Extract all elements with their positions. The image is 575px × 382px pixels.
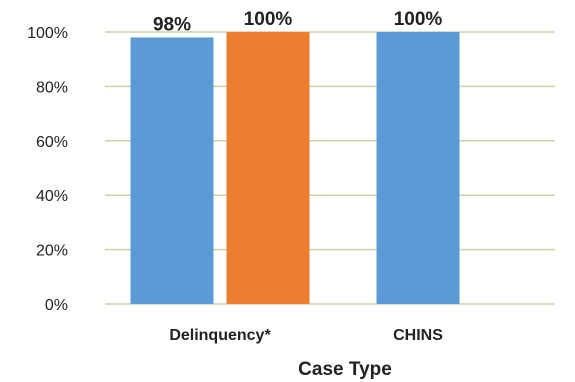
data-labels: 98% 100% 100% — [153, 9, 442, 35]
bar — [130, 37, 214, 304]
data-label: 98% — [153, 14, 191, 35]
data-label: 100% — [394, 9, 443, 30]
y-tick-label: 0% — [45, 297, 68, 314]
y-axis-ticks: 0% 20% 40% 60% 80% 100% — [27, 25, 68, 314]
bars — [130, 32, 460, 304]
data-label: 100% — [244, 9, 293, 30]
y-tick-label: 60% — [36, 134, 68, 151]
y-tick-label: 40% — [36, 188, 68, 205]
x-category-label: CHINS — [393, 327, 443, 344]
bar — [226, 32, 310, 304]
x-category-label: Delinquency* — [169, 327, 271, 344]
y-tick-label: 80% — [36, 79, 68, 96]
x-axis-categories: Delinquency* CHINS — [169, 327, 443, 344]
y-tick-label: 20% — [36, 243, 68, 260]
y-tick-label: 100% — [27, 25, 68, 42]
x-axis-title: Case Type — [298, 359, 392, 380]
bar — [376, 32, 460, 304]
